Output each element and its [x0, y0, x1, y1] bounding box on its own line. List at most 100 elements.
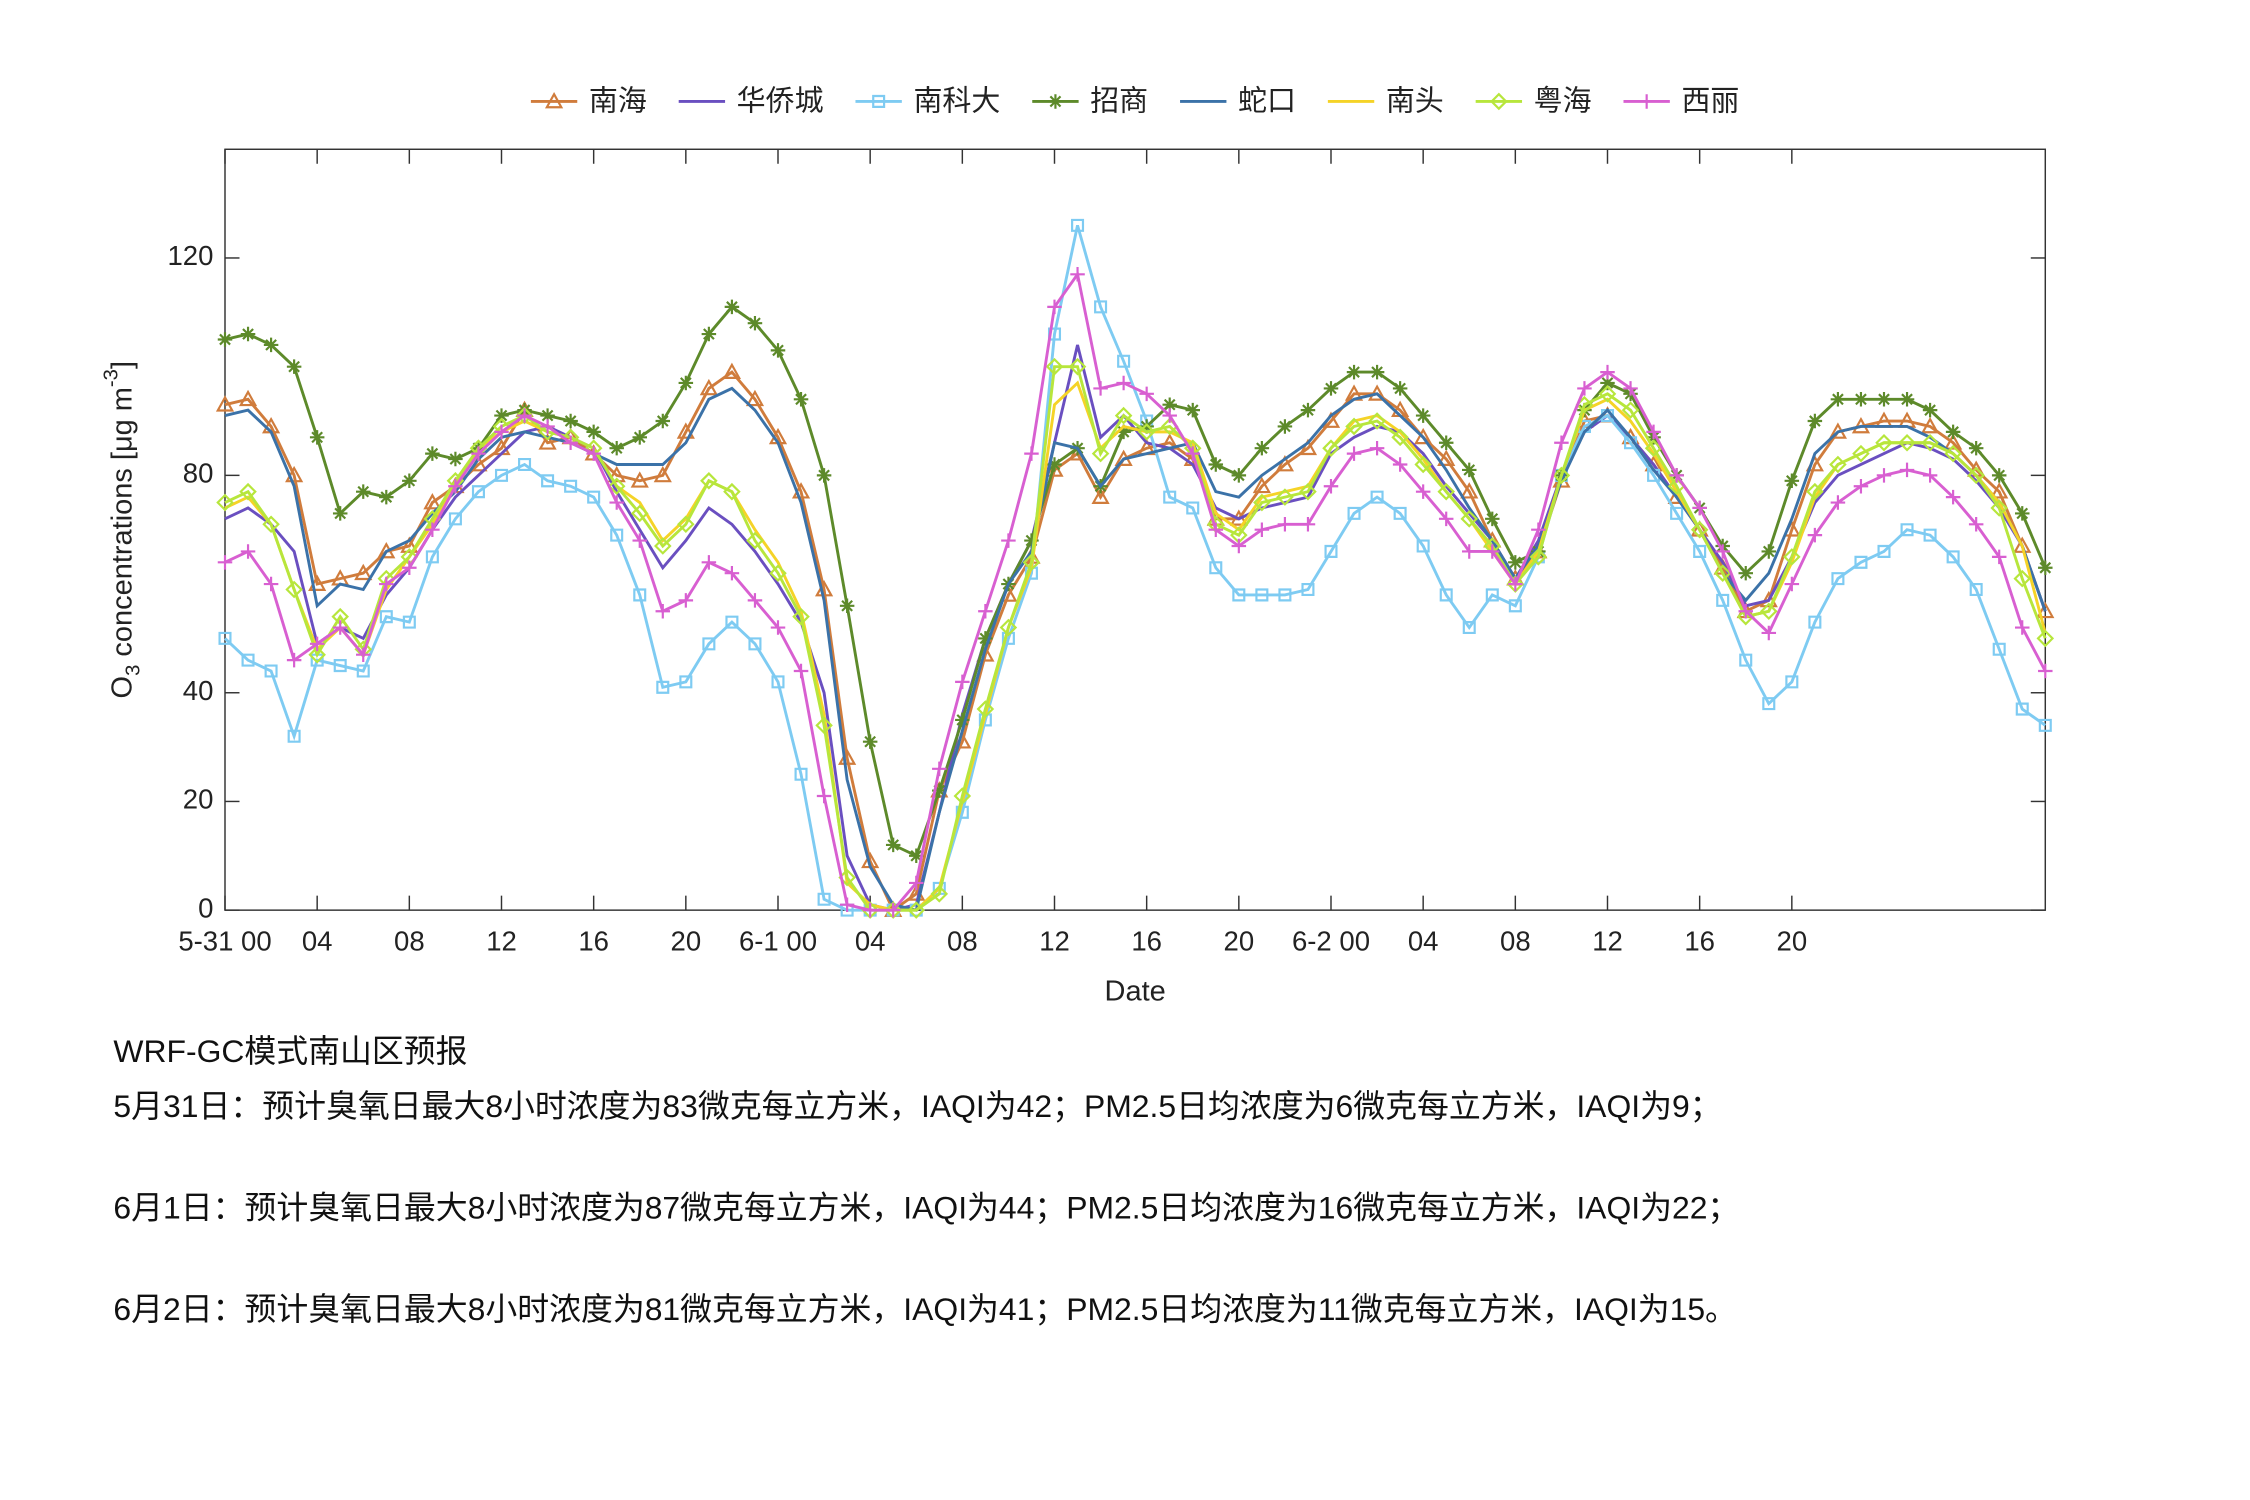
x-tick-label: 6-1 00: [739, 926, 817, 957]
y-tick-label: 40: [183, 675, 214, 706]
series-marker: [862, 734, 878, 749]
notes-line: 6月1日：预计臭氧日最大8小时浓度为87微克每立方米，IAQI为44；PM2.5…: [113, 1190, 1739, 1226]
series-marker: [2015, 506, 2030, 521]
series-marker: [1369, 440, 1385, 456]
series-marker: [541, 474, 555, 488]
series-marker: [1298, 438, 1318, 456]
series-marker: [1944, 444, 1962, 463]
series-marker: [630, 471, 649, 488]
series-marker: [563, 435, 578, 450]
legend-item: 华侨城: [678, 86, 824, 118]
series-marker: [1898, 433, 1916, 452]
series-marker: [1024, 446, 1039, 461]
series-marker: [1231, 468, 1247, 483]
series-marker: [1462, 621, 1476, 635]
series-marker: [793, 663, 809, 679]
series-marker: [1808, 615, 1822, 629]
series-marker: [1529, 548, 1548, 566]
legend-item: 西丽: [1623, 86, 1739, 118]
series-marker: [285, 580, 303, 599]
series-marker: [771, 675, 785, 689]
x-tick-label: 20: [1777, 926, 1808, 957]
series-marker: [1831, 572, 1845, 586]
notes-heading: WRF-GC模式南山区预报: [113, 1033, 467, 1069]
series-marker: [722, 362, 742, 379]
series-marker: [1969, 582, 1983, 597]
legend-item: 蛇口: [1180, 86, 1296, 118]
series-marker: [632, 533, 647, 548]
series-marker: [540, 408, 555, 423]
series-marker: [1438, 511, 1454, 527]
series-marker: [1713, 564, 1732, 582]
y-axis-label-part: 3: [123, 665, 145, 676]
series-marker: [1761, 544, 1777, 559]
series-marker: [885, 902, 901, 918]
series-marker: [1231, 538, 1247, 554]
series-marker: [953, 787, 972, 805]
x-tick-label: 5-31 00: [178, 926, 271, 957]
notes-line: 6月2日：预计臭氧日最大8小时浓度为81微克每立方米，IAQI为41；PM2.5…: [113, 1291, 1737, 1327]
series-marker: [1185, 402, 1200, 418]
series-marker: [1460, 482, 1479, 499]
series-marker: [356, 664, 370, 678]
y-axis-label-part: ]: [106, 361, 138, 369]
series-marker: [1345, 417, 1363, 436]
series-marker: [287, 729, 301, 743]
series-marker: [653, 465, 672, 483]
series-marker: [400, 536, 419, 553]
series-marker: [839, 897, 855, 912]
series-marker: [2013, 569, 2032, 588]
series-marker: [540, 419, 555, 434]
series-marker: [1644, 439, 1663, 457]
series-marker: [1761, 625, 1777, 641]
series-marker: [885, 837, 901, 853]
series-marker: [1853, 392, 1869, 407]
x-tick-label: 12: [1592, 926, 1623, 957]
series-marker: [332, 506, 348, 521]
series-marker: [310, 653, 324, 667]
series-marker: [1877, 544, 1891, 558]
series-marker: [1116, 424, 1131, 440]
series-marker: [333, 659, 347, 673]
series-marker: [1785, 675, 1799, 689]
series-marker: [1716, 593, 1730, 607]
series-marker: [1670, 506, 1684, 520]
series-marker: [1923, 528, 1937, 542]
y-axis-label-part: -3: [101, 369, 123, 387]
series-marker: [1437, 482, 1455, 501]
series-marker: [1022, 553, 1041, 572]
series-marker: [679, 675, 693, 689]
series-marker: [769, 564, 787, 582]
series-marker: [264, 664, 278, 678]
series-marker: [632, 430, 647, 445]
series-marker: [1392, 457, 1408, 472]
series-marker: [448, 478, 463, 494]
series-marker: [1646, 424, 1661, 440]
series-marker: [701, 555, 717, 570]
series-marker: [2038, 560, 2053, 575]
series-marker: [792, 607, 810, 626]
series-marker: [1208, 522, 1224, 537]
y-tick-label: 20: [183, 784, 214, 815]
series-marker: [1508, 599, 1522, 613]
series-marker: [587, 490, 601, 504]
series-marker: [815, 716, 833, 735]
series-marker: [217, 332, 233, 347]
series-marker: [1438, 435, 1454, 450]
series-marker: [1071, 218, 1085, 232]
series-marker: [494, 468, 509, 482]
series-marker: [2036, 601, 2055, 619]
series-marker: [1991, 468, 2007, 483]
series-marker: [1068, 357, 1087, 376]
series-marker: [1876, 392, 1892, 407]
series-marker: [746, 531, 764, 550]
series-marker: [677, 515, 695, 534]
series-marker: [1367, 384, 1387, 401]
series-marker: [609, 495, 624, 510]
series-marker: [1139, 419, 1154, 434]
legend-label: 西丽: [1681, 86, 1739, 118]
x-tick-label: 04: [855, 926, 886, 957]
series-marker: [538, 433, 557, 450]
series-marker: [1876, 468, 1892, 483]
